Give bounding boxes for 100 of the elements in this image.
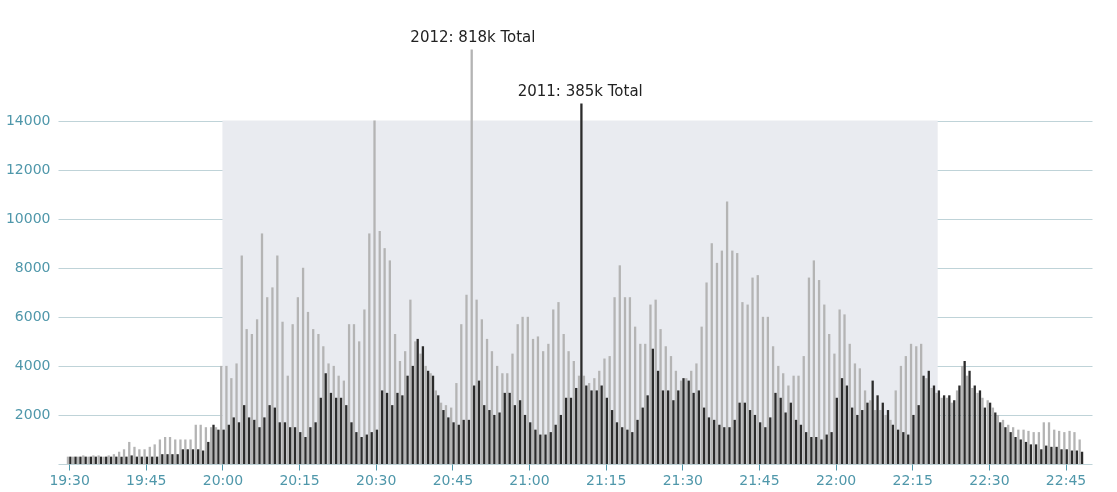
bar (700, 326, 703, 464)
y-tick-label: 12000 (5, 161, 51, 178)
x-tick-label: 21:30 (662, 471, 703, 488)
bar (838, 309, 841, 464)
bar (363, 309, 366, 464)
bar (784, 412, 787, 464)
bar (396, 392, 399, 464)
y-tick-label: 10000 (5, 210, 51, 227)
bar (271, 287, 274, 464)
bar (258, 427, 261, 464)
bar (314, 422, 317, 464)
bar (304, 437, 307, 464)
x-tick-label: 20:15 (279, 471, 320, 488)
bar (534, 429, 537, 464)
bar (442, 410, 445, 464)
bar (692, 392, 695, 464)
bar (475, 299, 478, 464)
bar (843, 314, 846, 464)
bar (600, 385, 603, 464)
bar (309, 427, 312, 464)
bar (235, 363, 238, 464)
bar (613, 297, 616, 464)
bar (1014, 437, 1017, 464)
bar (383, 248, 386, 464)
bar (963, 360, 966, 464)
x-tick-label: 20:45 (432, 471, 474, 488)
bar (125, 456, 128, 464)
bar (879, 410, 882, 464)
annotation: 2012: 818k Total (410, 28, 536, 47)
bar (1022, 429, 1025, 464)
bar (746, 304, 749, 464)
annotation: 2011: 385k Total (517, 82, 643, 101)
bar (171, 454, 174, 464)
bar (1027, 430, 1030, 464)
bar (889, 419, 892, 464)
bar (337, 375, 340, 464)
bar (912, 414, 915, 464)
bar (797, 375, 800, 464)
y-tick-label: 8000 (14, 259, 51, 276)
bar (876, 395, 879, 464)
bar (649, 304, 652, 464)
bar (511, 353, 514, 464)
bar (751, 277, 754, 464)
bar (968, 370, 971, 464)
bar (138, 449, 141, 464)
bar (958, 385, 961, 464)
bar (452, 422, 455, 464)
bar (130, 455, 133, 464)
bar (222, 429, 225, 464)
bar (981, 397, 984, 464)
bar (728, 427, 731, 464)
bar (557, 302, 560, 464)
bar (787, 385, 790, 464)
bar (672, 400, 675, 464)
bar (263, 417, 266, 464)
bar (419, 353, 422, 464)
bar (455, 383, 458, 464)
bar (268, 405, 271, 464)
x-tick-label: 21:15 (585, 471, 627, 488)
bar (184, 439, 187, 464)
x-tick-label: 22:30 (969, 471, 1010, 488)
bar (718, 424, 721, 464)
bar (646, 395, 649, 464)
bar (350, 422, 353, 464)
bar (774, 392, 777, 464)
bar (659, 329, 662, 464)
bar (447, 417, 450, 464)
bar (355, 432, 358, 464)
bar (327, 363, 330, 464)
x-tick-label: 22:00 (815, 471, 857, 488)
bar (120, 456, 123, 464)
x-tick-label: 19:30 (49, 471, 90, 488)
y-tick-label: 6000 (14, 308, 51, 325)
bar (820, 439, 823, 464)
bar (738, 402, 741, 464)
bar (636, 419, 639, 464)
bar (409, 299, 412, 464)
bar (166, 454, 169, 464)
bar (792, 375, 795, 464)
bar (143, 449, 146, 464)
bar (360, 437, 363, 464)
bar (133, 446, 136, 464)
bar (317, 333, 320, 464)
bar (567, 351, 570, 464)
y-tick-label: 14000 (5, 112, 51, 129)
bar (1050, 446, 1053, 464)
bar (833, 353, 836, 464)
bar (741, 302, 744, 464)
bar (488, 410, 491, 464)
bar (590, 390, 593, 464)
bar (179, 439, 182, 464)
bar (580, 103, 583, 464)
bar (281, 321, 284, 464)
bar (1017, 429, 1020, 464)
bar (373, 120, 376, 464)
bar (695, 363, 698, 464)
bar (544, 434, 547, 464)
y-tick-label: 2000 (14, 406, 51, 423)
y-tick-label: 4000 (14, 357, 51, 374)
bar (1055, 446, 1058, 464)
